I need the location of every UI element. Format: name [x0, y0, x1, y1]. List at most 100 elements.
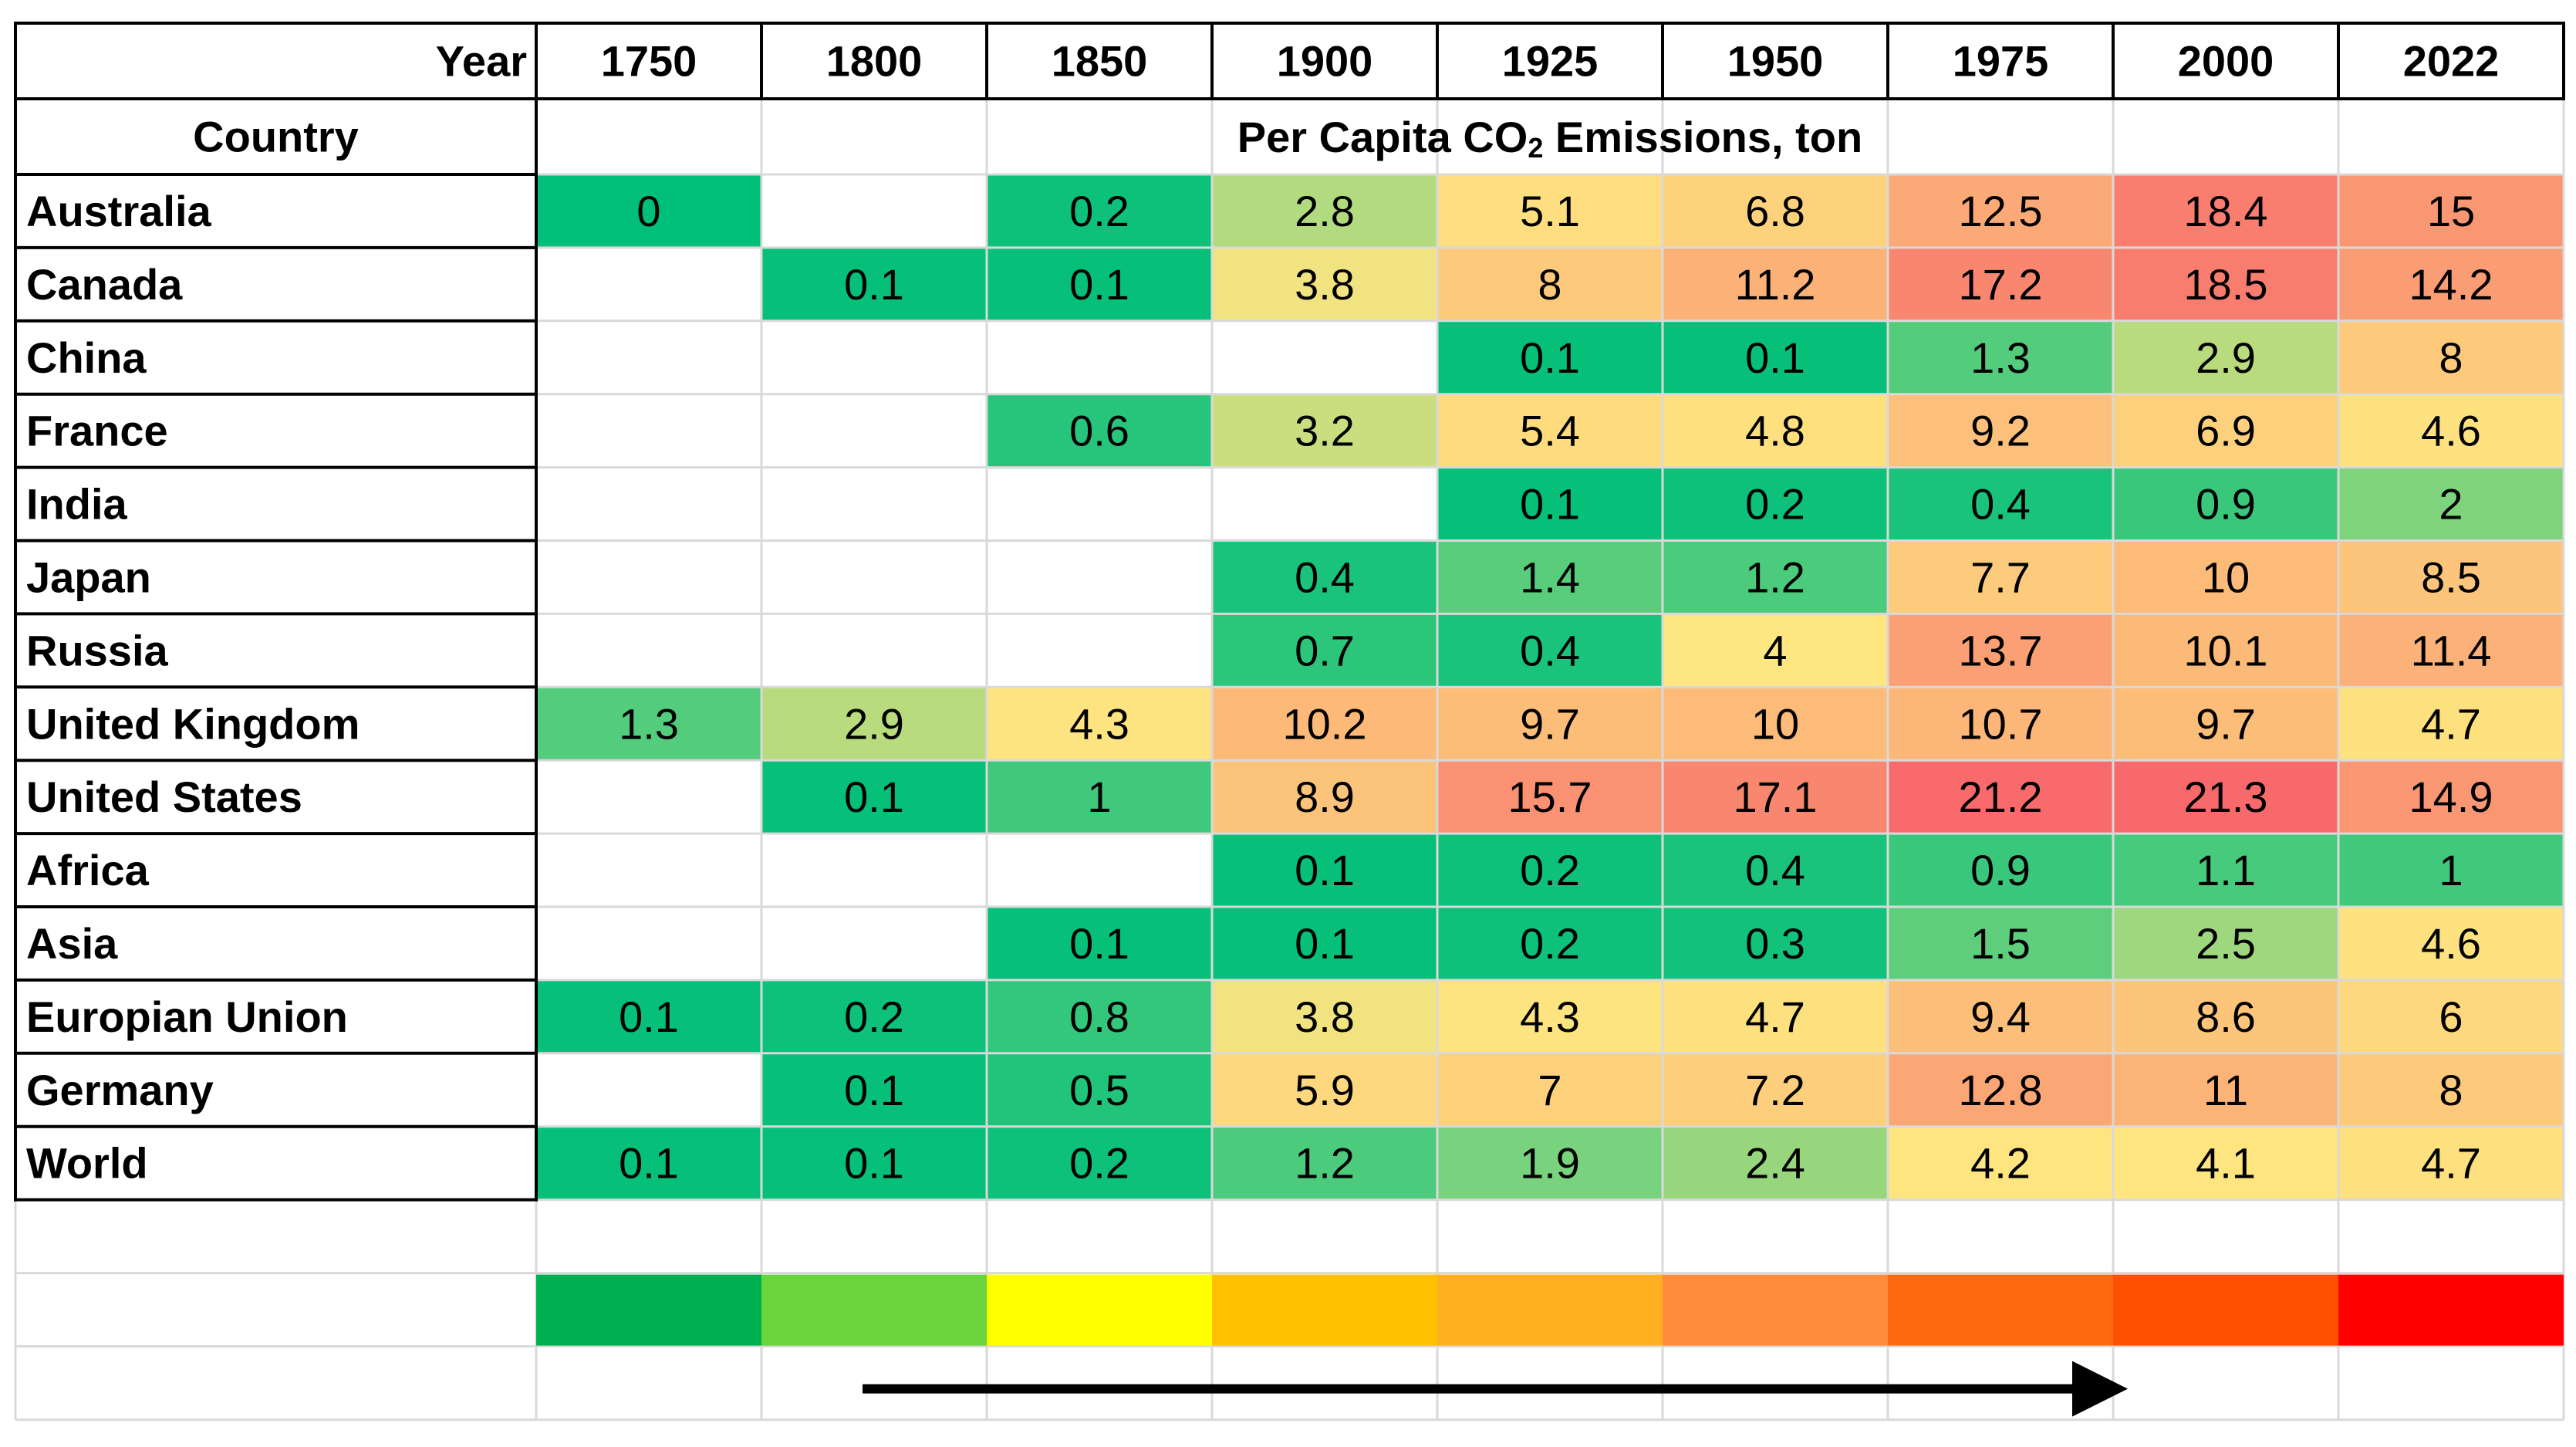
heat-cell — [2113, 687, 2338, 761]
heat-cell — [2113, 614, 2338, 688]
heat-cell — [1663, 247, 1888, 321]
value-label: 4.1 — [2196, 1139, 2256, 1188]
value-label: 9.2 — [1970, 407, 2031, 455]
heat-cell — [2338, 614, 2564, 688]
heat-cell — [1212, 394, 1437, 468]
value-label: 1.3 — [619, 699, 679, 748]
country-label: Germany — [26, 1066, 214, 1114]
value-label: 17.1 — [1734, 773, 1818, 821]
heat-cell — [2338, 320, 2564, 394]
heat-cell — [1888, 907, 2113, 980]
value-label: 0.4 — [1745, 846, 1805, 894]
value-label: 2.9 — [2196, 333, 2256, 382]
value-label: 8 — [2439, 1066, 2463, 1114]
value-label: 0.1 — [1069, 919, 1129, 968]
heat-cell — [1437, 467, 1663, 541]
value-label: 0.1 — [844, 773, 904, 821]
heat-cell — [1212, 907, 1437, 980]
value-label: 0.3 — [1745, 919, 1805, 968]
heat-cell — [1212, 1126, 1437, 1200]
value-label: 4.2 — [1970, 1139, 2031, 1188]
value-label: 10 — [2202, 553, 2250, 601]
value-label: 10.7 — [1959, 699, 2043, 748]
heat-cell — [987, 907, 1212, 980]
legend-swatch — [987, 1274, 1212, 1346]
value-label: 0.2 — [1520, 846, 1580, 894]
heat-cell — [987, 394, 1212, 468]
value-label: 1.5 — [1970, 919, 2031, 968]
heat-cell — [1888, 979, 2113, 1053]
heat-cell — [2338, 1053, 2564, 1127]
value-label: 3.8 — [1295, 260, 1355, 309]
heat-cell — [1888, 394, 2113, 468]
country-label: India — [26, 480, 128, 529]
value-label: 9.7 — [2196, 699, 2256, 748]
value-label: 0 — [636, 187, 660, 235]
value-label: 1.1 — [2196, 846, 2256, 894]
heat-cell — [987, 1053, 1212, 1127]
legend-swatch — [1888, 1274, 2113, 1346]
value-label: 6 — [2439, 992, 2463, 1041]
value-label: 0.6 — [1069, 407, 1129, 455]
heat-cell — [2113, 540, 2338, 614]
heat-cell — [1212, 760, 1437, 834]
heat-cell — [536, 174, 761, 248]
value-label: 2.9 — [844, 699, 904, 748]
year-label: 1850 — [1052, 37, 1148, 86]
value-label: 0.1 — [1295, 919, 1355, 968]
heat-cell — [987, 1126, 1212, 1200]
value-label: 0.5 — [1069, 1066, 1129, 1114]
heat-cell — [1437, 174, 1663, 248]
heat-cell — [1437, 1126, 1663, 1200]
value-label: 8.9 — [1295, 773, 1355, 821]
heat-cell — [2113, 760, 2338, 834]
heat-cell — [536, 1126, 761, 1200]
value-label: 1.2 — [1295, 1139, 1355, 1188]
heat-cell — [1663, 1126, 1888, 1200]
cell-fills-layer — [536, 174, 2564, 1200]
heat-cell — [2113, 1126, 2338, 1200]
legend-swatch — [1663, 1274, 1888, 1346]
heat-cell — [1663, 1053, 1888, 1127]
heat-cell — [1212, 1053, 1437, 1127]
value-label: 8.5 — [2421, 553, 2481, 601]
value-label: 13.7 — [1959, 626, 2043, 674]
value-label: 14.9 — [2409, 773, 2493, 821]
value-label: 0.1 — [844, 1139, 904, 1188]
year-label: 1800 — [826, 37, 923, 86]
value-label: 4.7 — [2421, 1139, 2481, 1188]
value-label: 9.7 — [1520, 699, 1580, 748]
year-label: 1750 — [601, 37, 697, 86]
heat-cell — [987, 247, 1212, 321]
heat-cell — [1888, 247, 2113, 321]
value-label: 0.8 — [1069, 992, 1129, 1041]
value-label: 14.2 — [2409, 260, 2493, 309]
heat-cell — [1663, 467, 1888, 541]
heat-cell — [1663, 540, 1888, 614]
value-label: 15 — [2427, 187, 2475, 235]
value-label: 2 — [2439, 480, 2463, 529]
value-label: 11.2 — [1735, 260, 1816, 309]
value-label: 21.3 — [2184, 773, 2268, 821]
heat-cell — [1888, 1053, 2113, 1127]
value-label: 9.4 — [1970, 992, 2031, 1041]
value-label: 0.2 — [1069, 187, 1129, 235]
heat-cell — [1888, 174, 2113, 248]
value-label: 17.2 — [1959, 260, 2043, 309]
legend-layer — [536, 1274, 2564, 1417]
value-label: 11.4 — [2411, 626, 2492, 674]
year-label: 1925 — [1502, 37, 1599, 86]
heat-cell — [1212, 979, 1437, 1053]
heat-cell — [987, 979, 1212, 1053]
value-label: 1.9 — [1520, 1139, 1580, 1188]
heat-cell — [2113, 247, 2338, 321]
value-label: 1 — [1087, 773, 1111, 821]
value-label: 0.9 — [2196, 480, 2256, 529]
year-header-label: Year — [436, 37, 527, 86]
value-label: 0.1 — [1295, 846, 1355, 894]
value-label: 5.4 — [1520, 407, 1580, 455]
heat-cell — [987, 174, 1212, 248]
heat-cell — [1888, 687, 2113, 761]
value-label: 4.8 — [1745, 407, 1805, 455]
